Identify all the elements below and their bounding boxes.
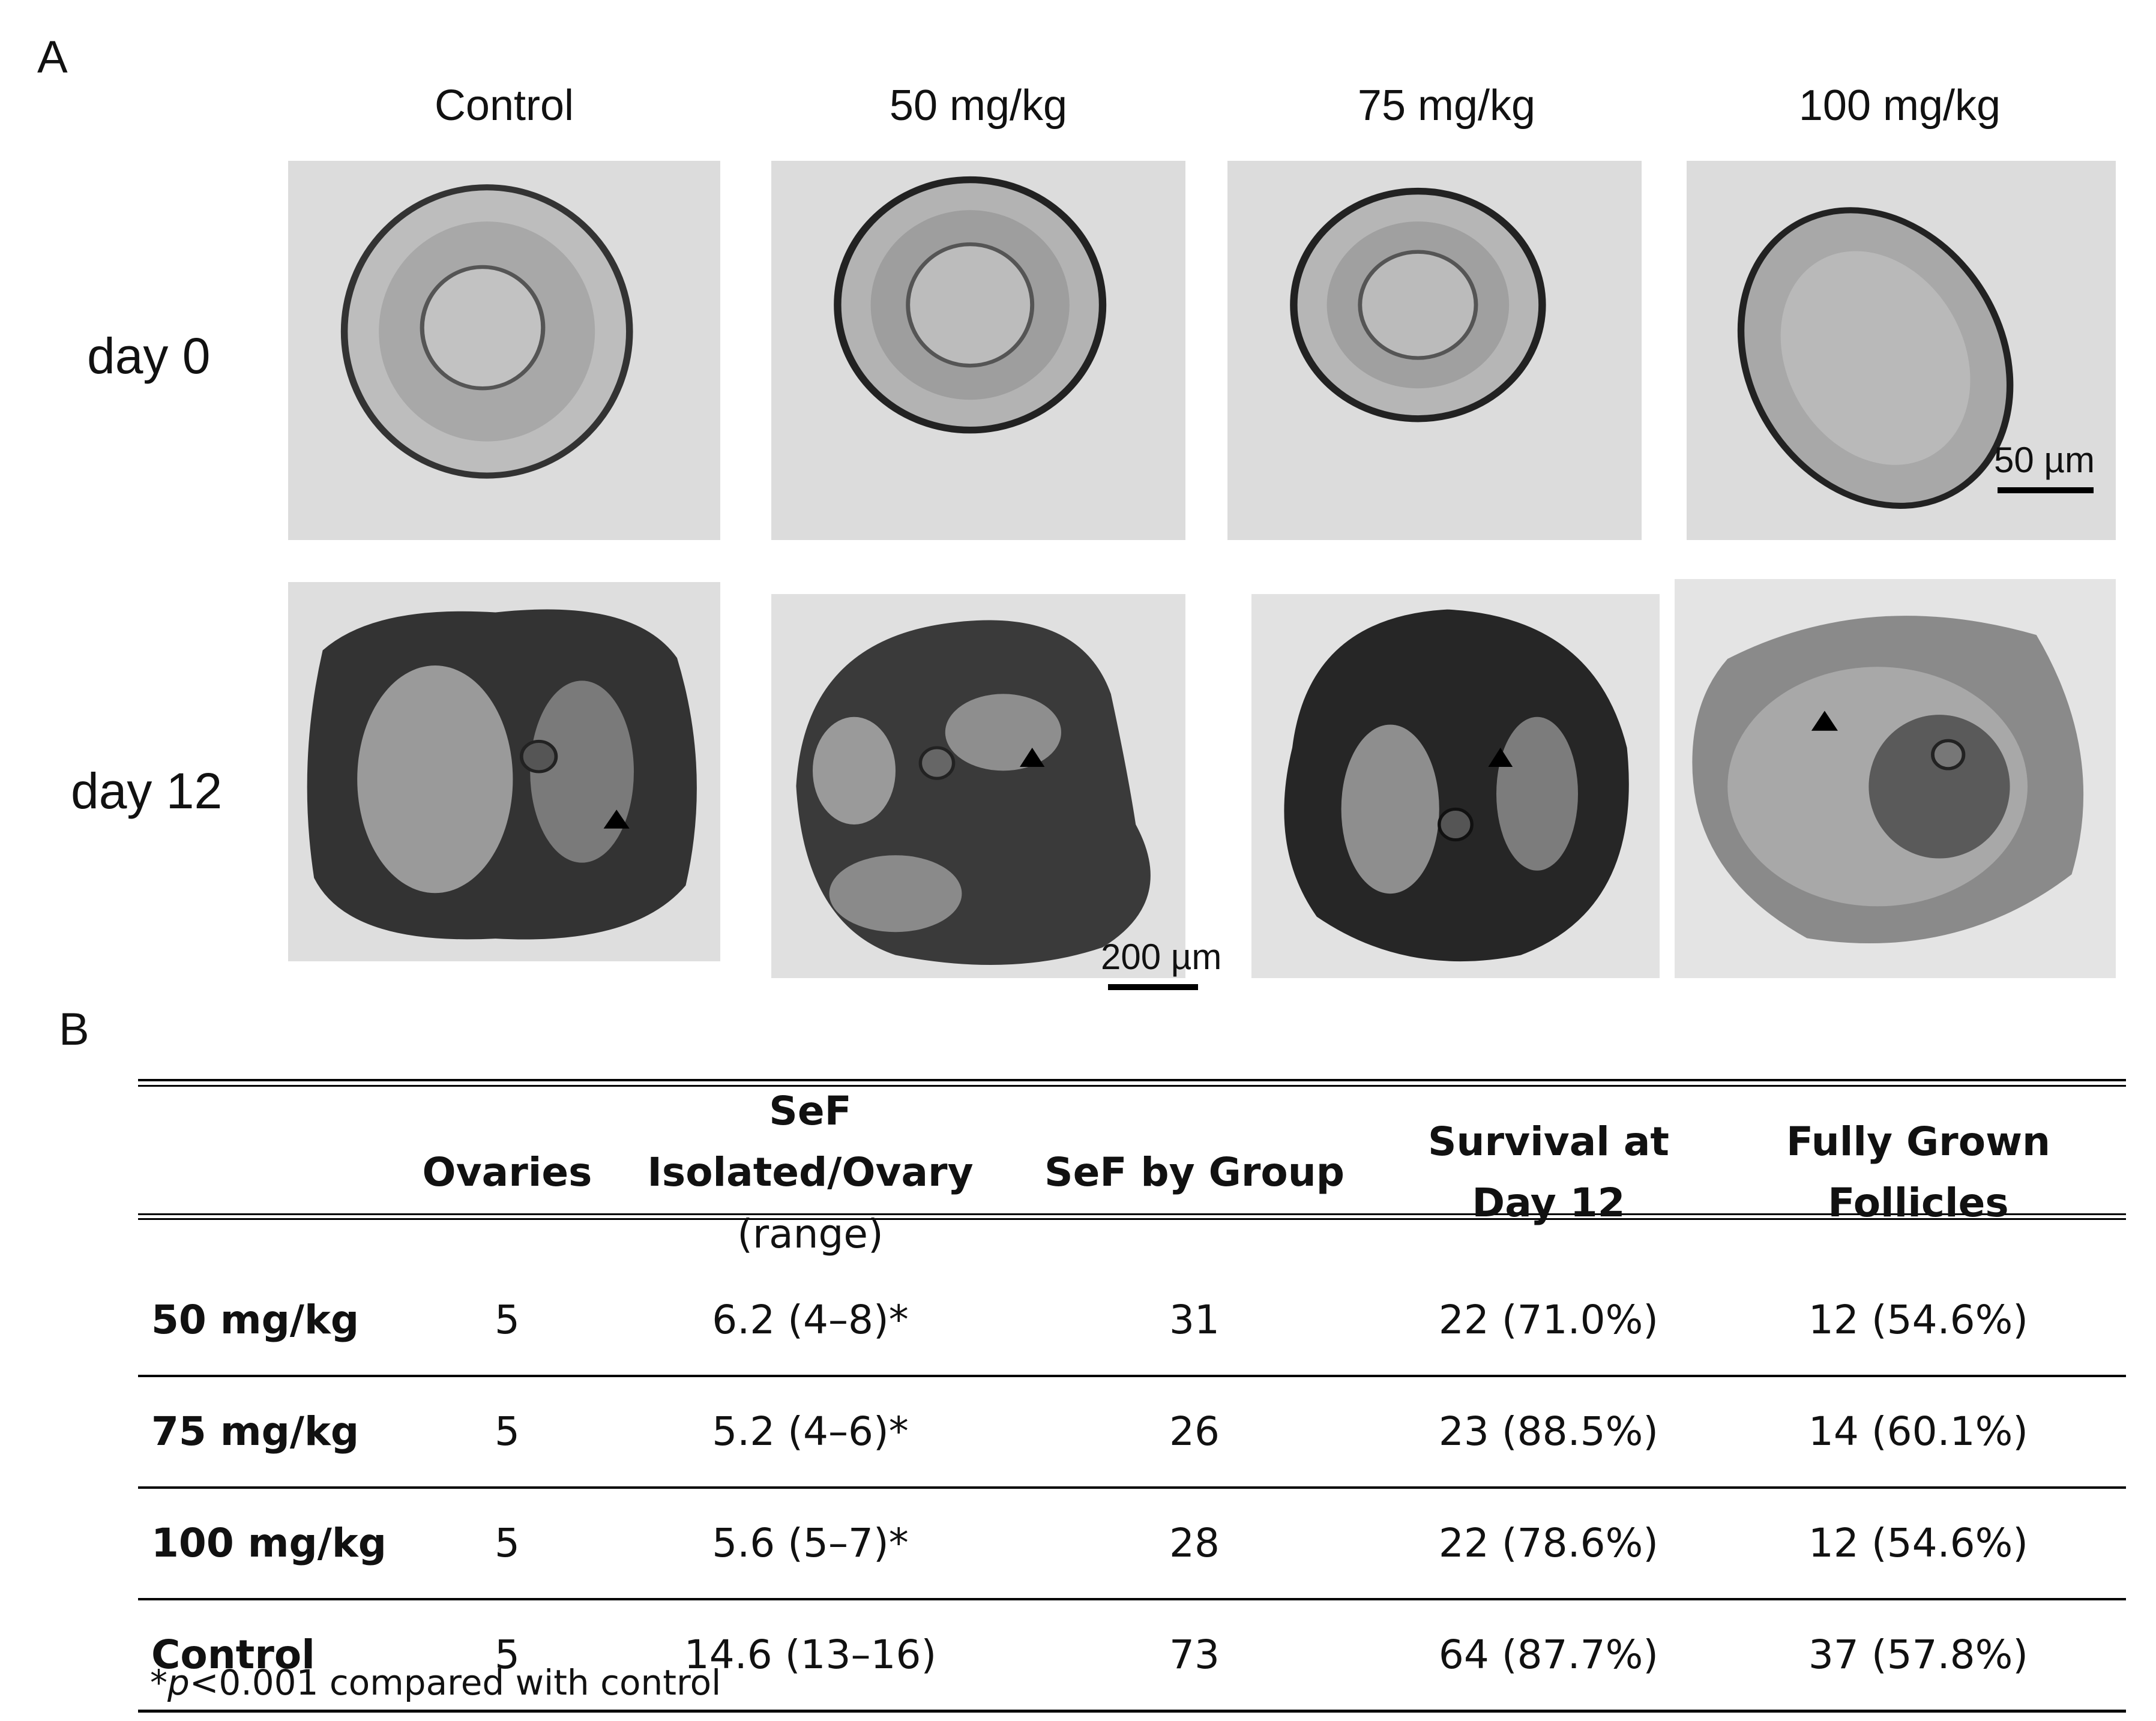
column-header-100: 100 mg/kg xyxy=(1798,82,2001,130)
table-top-rule-2 xyxy=(138,1085,2126,1087)
micrograph-100-day12 xyxy=(1675,579,2116,978)
cell-survival: 22 (78.6%) xyxy=(1438,1520,1659,1567)
table-top-rule-1 xyxy=(138,1079,2126,1081)
table-row: 100 mg/kg 5 5.6 (5–7)* 28 22 (78.6%) 12 … xyxy=(138,1487,2126,1599)
footnote-text: <0.001 compared with control xyxy=(189,1662,721,1703)
scale-label-50um: 50 µm xyxy=(1994,440,2095,480)
table-header-rule-1 xyxy=(138,1213,2126,1215)
header-ovaries: Ovaries xyxy=(422,1149,592,1196)
scale-label-200um: 200 µm xyxy=(1101,937,1222,977)
cell-ovaries: 5 xyxy=(495,1632,520,1678)
cell-by-group: 31 xyxy=(1169,1297,1220,1344)
cell-isolated: 14.6 (13–16) xyxy=(684,1632,937,1678)
cell-by-group: 73 xyxy=(1169,1632,1220,1678)
cell-ovaries: 5 xyxy=(495,1520,520,1567)
micrograph-control-day12 xyxy=(288,582,720,961)
cell-ovaries: 5 xyxy=(495,1297,520,1344)
table-header-row: Ovaries SeF Isolated/Ovary (range) SeF b… xyxy=(138,1080,2126,1266)
panel-b-label: B xyxy=(59,1004,89,1055)
column-header-75: 75 mg/kg xyxy=(1357,82,1536,130)
table-footnote: *p<0.001 compared with control xyxy=(150,1662,721,1703)
header-isolated-sub: (range) xyxy=(737,1210,884,1257)
header-by-group: SeF by Group xyxy=(1044,1149,1344,1196)
panel-a-label: A xyxy=(37,32,68,83)
cell-by-group: 28 xyxy=(1169,1520,1220,1567)
row-header-day12: day 12 xyxy=(71,763,223,819)
column-header-50: 50 mg/kg xyxy=(889,82,1068,130)
cell-grown: 12 (54.6%) xyxy=(1808,1520,2029,1567)
micrograph-75-day0 xyxy=(1227,161,1642,540)
follicle-summary-table: Ovaries SeF Isolated/Ovary (range) SeF b… xyxy=(138,1080,2126,1713)
cell-survival: 23 (88.5%) xyxy=(1438,1408,1659,1455)
scale-bar-200um xyxy=(1108,984,1198,990)
header-grown: Fully Grown Follicles xyxy=(1711,1080,2126,1266)
header-isolated: SeF Isolated/Ovary (range) xyxy=(618,1080,1002,1266)
micrograph-50-day0 xyxy=(771,161,1185,540)
cell-isolated: 6.2 (4–8)* xyxy=(712,1297,909,1344)
header-survival: Survival at Day 12 xyxy=(1387,1080,1711,1266)
row-group: 75 mg/kg xyxy=(151,1408,360,1455)
micrograph-75-day12 xyxy=(1251,594,1660,978)
scale-bar-50um xyxy=(1998,487,2094,493)
header-grown-line1: Fully Grown xyxy=(1786,1119,2051,1165)
header-isolated-main: SeF Isolated/Ovary xyxy=(647,1088,974,1196)
cell-by-group: 26 xyxy=(1169,1408,1220,1455)
cell-grown: 12 (54.6%) xyxy=(1808,1297,2029,1344)
cell-grown: 14 (60.1%) xyxy=(1808,1408,2029,1455)
row-group: 50 mg/kg xyxy=(151,1297,360,1344)
header-survival-line2: Day 12 xyxy=(1472,1180,1625,1227)
table-row: 50 mg/kg 5 6.2 (4–8)* 31 22 (71.0%) 12 (… xyxy=(138,1266,2126,1376)
header-group xyxy=(138,1080,396,1266)
cell-isolated: 5.6 (5–7)* xyxy=(712,1520,909,1567)
cell-survival: 64 (87.7%) xyxy=(1438,1632,1659,1678)
micrograph-50-day12 xyxy=(771,594,1185,978)
cell-grown: 37 (57.8%) xyxy=(1808,1632,2029,1678)
cell-ovaries: 5 xyxy=(495,1408,520,1455)
table-row: 75 mg/kg 5 5.2 (4–6)* 26 23 (88.5%) 14 (… xyxy=(138,1375,2126,1488)
column-header-control: Control xyxy=(434,82,574,130)
header-survival-line1: Survival at xyxy=(1428,1119,1669,1165)
row-header-day0: day 0 xyxy=(87,328,211,384)
header-grown-line2: Follicles xyxy=(1828,1180,2009,1227)
micrograph-control-day0 xyxy=(288,161,720,540)
table-header-rule-2 xyxy=(138,1218,2126,1220)
row-group: Control xyxy=(151,1632,315,1678)
table-row: Control 5 14.6 (13–16) 73 64 (87.7%) 37 … xyxy=(138,1599,2126,1711)
cell-survival: 22 (71.0%) xyxy=(1438,1297,1659,1344)
micrograph-100-day0 xyxy=(1687,161,2116,540)
row-group: 100 mg/kg xyxy=(151,1520,387,1567)
footnote-p: p xyxy=(167,1662,190,1703)
cell-isolated: 5.2 (4–6)* xyxy=(712,1408,909,1455)
footnote-star: * xyxy=(150,1662,167,1703)
